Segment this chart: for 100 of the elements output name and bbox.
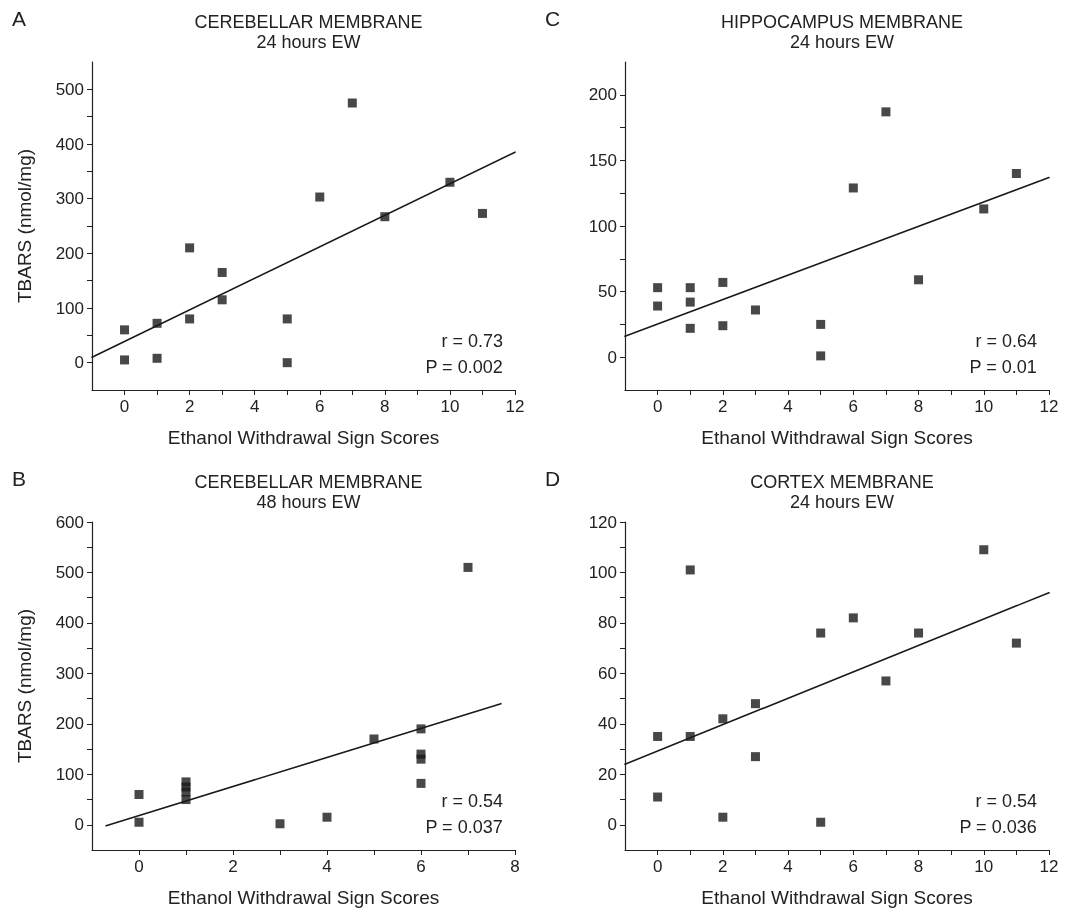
point — [416, 754, 426, 764]
x-tick-label: 2 — [718, 397, 728, 416]
chart-title: CEREBELLAR MEMBRANE — [194, 472, 423, 492]
point — [120, 355, 130, 365]
y-tick-label: 200 — [55, 714, 84, 734]
chart-title: CEREBELLAR MEMBRANE — [194, 12, 423, 32]
point — [979, 204, 989, 214]
annotation: P = 0.037 — [425, 817, 503, 837]
x-tick-label: 8 — [380, 397, 390, 416]
point — [750, 305, 760, 315]
annotation: P = 0.01 — [969, 357, 1037, 377]
point — [653, 731, 663, 741]
x-tick-label: 12 — [1039, 857, 1059, 876]
point — [1011, 169, 1021, 179]
x-tick-label: 12 — [505, 397, 525, 416]
chart-subtitle: 24 hours EW — [256, 32, 361, 52]
point — [816, 817, 826, 827]
y-tick-label: 0 — [74, 353, 84, 373]
x-axis-title: Ethanol Withdrawal Sign Scores — [701, 427, 973, 448]
x-tick-label: 4 — [783, 857, 793, 876]
annotation: P = 0.002 — [425, 357, 503, 377]
y-tick-label: 400 — [55, 134, 84, 154]
chart-subtitle: 24 hours EW — [789, 492, 895, 512]
point — [914, 628, 924, 638]
point — [185, 243, 195, 253]
y-tick-label: 0 — [74, 815, 84, 835]
x-tick-label: 4 — [783, 397, 793, 416]
point — [347, 98, 357, 108]
point — [685, 297, 695, 307]
point — [848, 613, 858, 623]
y-tick-label: 100 — [55, 764, 84, 784]
y-tick-label: 500 — [55, 79, 84, 99]
y-tick-label: 40 — [598, 714, 617, 734]
point — [653, 792, 663, 802]
point — [134, 789, 144, 799]
x-tick-label: 0 — [652, 397, 663, 416]
y-tick-label: 400 — [55, 613, 84, 633]
chart-title: CORTEX MEMBRANE — [750, 472, 934, 492]
x-tick-label: 4 — [322, 857, 332, 876]
x-tick-label: 6 — [848, 857, 859, 876]
x-tick-label: 8 — [913, 397, 924, 416]
point — [369, 734, 379, 744]
text: C — [545, 7, 561, 30]
point — [979, 545, 989, 555]
point — [134, 817, 144, 827]
x-tick-label: 12 — [1039, 397, 1059, 416]
y-tick-label: 200 — [588, 85, 617, 105]
point — [322, 812, 332, 822]
x-axis-title: Ethanol Withdrawal Sign Scores — [701, 887, 973, 908]
point — [282, 358, 292, 368]
point — [718, 277, 728, 287]
chart-subtitle: 24 hours EW — [789, 32, 895, 52]
text: A — [12, 7, 27, 30]
point — [816, 351, 826, 361]
x-tick-label: 10 — [974, 397, 994, 416]
x-tick-label: 8 — [510, 857, 520, 876]
x-axis-title: Ethanol Withdrawal Sign Scores — [167, 427, 440, 448]
y-tick-label: 200 — [55, 243, 84, 263]
point — [275, 819, 285, 829]
point — [881, 676, 891, 686]
point — [120, 325, 130, 335]
y-tick-label: 100 — [588, 216, 617, 236]
point — [477, 208, 487, 218]
y-tick-label: 20 — [598, 764, 617, 784]
annotation: r = 0.54 — [441, 791, 504, 811]
point — [315, 192, 325, 202]
point — [282, 314, 292, 324]
point — [718, 321, 728, 331]
point — [750, 699, 760, 709]
x-tick-label: 6 — [848, 397, 859, 416]
text: D — [545, 467, 561, 490]
point — [185, 314, 195, 324]
point — [848, 183, 858, 193]
annotation: r = 0.64 — [975, 331, 1038, 351]
x-axis-title: Ethanol Withdrawal Sign Scores — [167, 887, 440, 908]
y-axis-title: TBARS (nmol/mg) — [14, 608, 35, 764]
point — [217, 295, 227, 305]
y-tick-label: 300 — [55, 189, 84, 209]
point — [914, 275, 924, 285]
point — [653, 283, 663, 293]
x-tick-label: 2 — [228, 857, 238, 876]
x-tick-label: 0 — [134, 857, 144, 876]
point — [685, 323, 695, 333]
x-tick-label: 4 — [249, 397, 260, 416]
point — [816, 628, 826, 638]
y-tick-label: 150 — [588, 150, 617, 170]
point — [750, 752, 760, 762]
y-tick-label: 100 — [55, 298, 84, 318]
y-axis-title: TBARS (nmol/mg) — [14, 148, 35, 304]
x-tick-label: 8 — [913, 857, 924, 876]
x-tick-label: 6 — [416, 857, 426, 876]
y-tick-label: 60 — [598, 663, 617, 683]
point — [685, 565, 695, 575]
point — [416, 778, 426, 788]
y-tick-label: 300 — [55, 663, 84, 683]
point — [718, 812, 728, 822]
chart-title: HIPPOCAMPUS MEMBRANE — [720, 12, 964, 32]
point — [217, 267, 227, 277]
y-tick-label: 0 — [607, 347, 617, 367]
text: B — [12, 467, 27, 490]
